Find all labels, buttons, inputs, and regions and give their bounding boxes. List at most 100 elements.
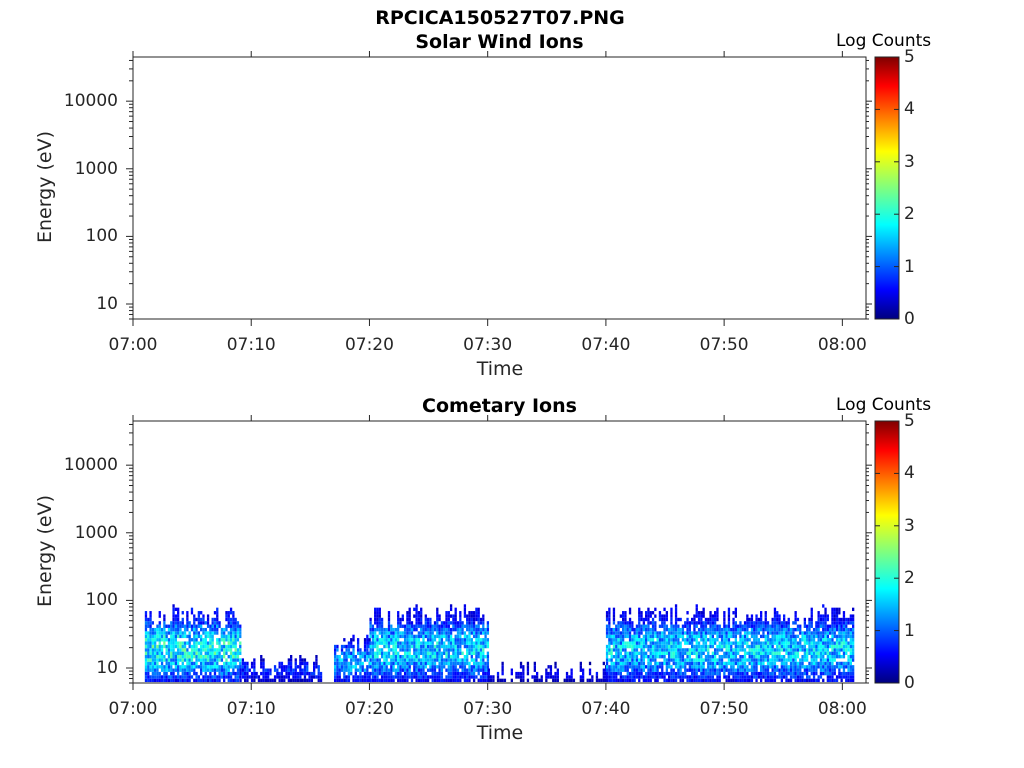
panel-2-spectrogram-cell bbox=[211, 654, 214, 659]
panel-2-spectrogram-cell bbox=[801, 661, 804, 666]
panel-2-spectrogram-cell bbox=[556, 678, 559, 683]
panel-2-spectrogram-cell bbox=[149, 634, 152, 639]
panel-2-spectrogram-cell bbox=[608, 648, 611, 652]
panel-2-spectrogram-cell bbox=[144, 614, 148, 618]
panel-2-spectrogram-cell bbox=[156, 654, 159, 659]
panel-2-spectrogram-cell bbox=[174, 661, 178, 666]
panel-2-spectrogram-cell bbox=[461, 627, 464, 632]
panel-2-spectrogram-cell bbox=[482, 641, 485, 645]
panel-2-spectrogram-cell bbox=[764, 634, 767, 639]
panel-2-spectrogram-cell bbox=[385, 678, 388, 683]
panel-2-spectrogram-cell bbox=[269, 671, 272, 676]
panel-2-spectrogram-cell bbox=[718, 641, 721, 645]
panel-2-spectrogram-cell bbox=[479, 658, 483, 662]
panel-2-spectrogram-cell bbox=[831, 665, 834, 669]
panel-2-spectrogram-cell bbox=[429, 617, 432, 622]
panel-2-spectrogram-cell bbox=[654, 678, 657, 683]
panel-2-spectrogram-cell bbox=[503, 678, 507, 683]
panel-2-spectrogram-cell bbox=[206, 614, 210, 618]
panel-2-spectrogram-cell bbox=[436, 634, 439, 639]
panel-2-spectrogram-cell bbox=[352, 675, 355, 679]
panel-2-spectrogram-cell bbox=[285, 668, 288, 672]
panel-2-spectrogram-cell bbox=[193, 654, 196, 659]
panel-2-spectrogram-cell bbox=[824, 648, 827, 652]
panel-2-spectrogram-cell bbox=[410, 644, 414, 649]
panel-2-spectrogram-cell bbox=[181, 641, 184, 645]
panel-2-spectrogram-cell bbox=[677, 634, 680, 639]
panel-2-spectrogram-cell bbox=[649, 654, 652, 659]
panel-2-spectrogram-cell bbox=[787, 644, 790, 649]
panel-2-spectrogram-cell bbox=[638, 631, 641, 635]
panel-2-spectrogram-cell bbox=[831, 614, 834, 618]
panel-2-spectrogram-cell bbox=[445, 624, 448, 628]
panel-2-spectrogram-cell bbox=[780, 648, 783, 652]
panel-2-spectrogram-cell bbox=[209, 658, 212, 662]
panel-2-spectrogram-cell bbox=[440, 634, 444, 639]
panel-2-spectrogram-cell bbox=[847, 661, 850, 666]
panel-2-spectrogram-cell bbox=[602, 678, 605, 683]
panel-2-spectrogram-cell bbox=[739, 624, 742, 628]
panel-2-spectrogram-cell bbox=[725, 634, 728, 639]
panel-2-spectrogram-cell bbox=[429, 624, 432, 628]
panel-2-spectrogram-cell bbox=[522, 675, 525, 679]
panel-2-spectrogram-cell bbox=[301, 671, 304, 676]
panel-2-spectrogram-cell bbox=[417, 671, 421, 676]
panel-2-spectrogram-cell bbox=[612, 661, 616, 666]
panel-2-spectrogram-cell bbox=[470, 611, 473, 615]
panel-2-spectrogram-cell bbox=[695, 614, 698, 618]
panel-2-spectrogram-cell bbox=[773, 641, 777, 645]
panel-2-spectrogram-cell bbox=[628, 644, 632, 649]
panel-2-spectrogram-cell bbox=[209, 627, 212, 632]
panel-2-spectrogram-cell bbox=[707, 671, 710, 676]
panel-2-spectrogram-cell bbox=[303, 658, 307, 662]
panel-2-spectrogram-cell bbox=[822, 651, 825, 655]
panel-2-spectrogram-cell bbox=[160, 675, 164, 679]
panel-2-spectrogram-cell bbox=[366, 641, 369, 645]
panel-2-spectrogram-cell bbox=[714, 678, 717, 683]
panel-2-spectrogram-cell bbox=[771, 648, 774, 652]
panel-2-spectrogram-cell bbox=[842, 651, 846, 655]
panel-2-spectrogram-cell bbox=[343, 661, 346, 666]
panel-2-spectrogram-cell bbox=[206, 668, 210, 672]
panel-2-spectrogram-cell bbox=[619, 641, 622, 645]
panel-2-spectrogram-cell bbox=[158, 634, 161, 639]
panel-2-spectrogram-cell bbox=[406, 668, 409, 672]
panel-2-spectrogram-cell bbox=[672, 671, 675, 676]
panel-2-spectrogram-cell bbox=[792, 665, 795, 669]
panel-2-spectrogram-cell bbox=[479, 644, 483, 649]
panel-2-spectrogram-cell bbox=[204, 661, 207, 666]
panel-2-spectrogram-cell bbox=[826, 617, 829, 622]
panel-2-spectrogram-cell bbox=[408, 617, 411, 622]
panel-2-spectrogram-cell bbox=[799, 675, 802, 679]
panel-2-spectrogram-cell bbox=[144, 671, 148, 676]
panel-2-spectrogram-cell bbox=[200, 658, 203, 662]
panel-2-spectrogram-cell bbox=[343, 644, 346, 649]
panel-2-spectrogram-cell bbox=[454, 638, 457, 642]
panel-2-spectrogram-cell bbox=[383, 634, 386, 639]
panel-2-spectrogram-cell bbox=[479, 654, 483, 659]
panel-2-spectrogram-cell bbox=[394, 641, 398, 645]
panel-2-spectrogram-cell bbox=[619, 661, 622, 666]
panel-2-spectrogram-cell bbox=[771, 621, 774, 625]
panel-2-spectrogram-cell bbox=[220, 668, 224, 672]
panel-2-spectrogram-cell bbox=[842, 624, 846, 628]
panel-2-spectrogram-cell bbox=[417, 621, 421, 625]
panel-2-spectrogram-cell bbox=[149, 641, 152, 645]
panel-2-spectrogram-cell bbox=[220, 627, 224, 632]
panel-2-spectrogram-cell bbox=[463, 658, 467, 662]
panel-2-spectrogram-cell bbox=[280, 661, 284, 666]
panel-2-spectrogram-cell bbox=[466, 641, 469, 645]
panel-2-spectrogram-cell bbox=[831, 654, 834, 659]
panel-2-spectrogram-cell bbox=[725, 651, 728, 655]
panel-2-colorbar bbox=[874, 420, 900, 684]
panel-2-spectrogram-cell bbox=[170, 627, 173, 632]
panel-2-spectrogram-cell bbox=[764, 611, 767, 615]
panel-2-spectrogram-cell bbox=[651, 641, 655, 645]
panel-2-spectrogram-cell bbox=[149, 638, 152, 642]
panel-2-spectrogram-cell bbox=[535, 675, 539, 679]
panel-2-spectrogram-cell bbox=[170, 668, 173, 672]
panel-2-spectrogram-cell bbox=[347, 641, 351, 645]
panel-2-spectrogram-cell bbox=[227, 617, 230, 622]
panel-2-spectrogram-cell bbox=[241, 668, 244, 672]
panel-2-spectrogram-cell bbox=[193, 624, 196, 628]
